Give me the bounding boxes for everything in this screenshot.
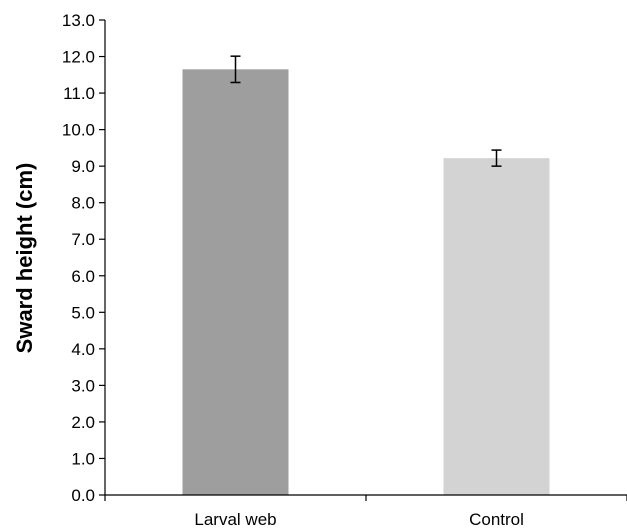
y-tick-label: 5.0 (71, 303, 95, 322)
bars (182, 69, 550, 496)
y-axis-ticks: 0.0 1.0 2.0 3.0 4.0 5.0 6.0 7.0 8.0 9.0 10.0 11.0 12… (62, 11, 105, 505)
y-tick-label: 8.0 (71, 194, 95, 213)
x-category-label: Larval web (194, 510, 276, 529)
bar-control (443, 158, 550, 495)
y-tick-label: 11.0 (63, 84, 95, 103)
error-bar (230, 55, 241, 84)
y-tick-label: 7.0 (71, 230, 95, 249)
error-bar (491, 149, 502, 167)
y-axis-title-group: Sward height (cm) (12, 163, 37, 354)
y-tick-label: 13.0 (62, 11, 95, 30)
y-tick-label: 3.0 (71, 376, 95, 395)
y-tick-label: 6.0 (71, 267, 95, 286)
y-tick-label: 4.0 (71, 340, 95, 359)
x-category-label: Control (469, 510, 524, 529)
y-tick-label: 0.0 (71, 486, 95, 505)
y-tick-label: 12.0 (62, 48, 95, 67)
x-axis: Larval web Control (104, 494, 627, 529)
bar-larval-web (182, 69, 289, 496)
error-bars (230, 55, 502, 167)
y-tick-label: 9.0 (71, 157, 95, 176)
y-tick-label: 2.0 (71, 413, 95, 432)
y-tick-label: 1.0 (71, 449, 95, 468)
y-axis-title: Sward height (cm) (12, 163, 37, 354)
y-tick-label: 10.0 (62, 121, 95, 140)
